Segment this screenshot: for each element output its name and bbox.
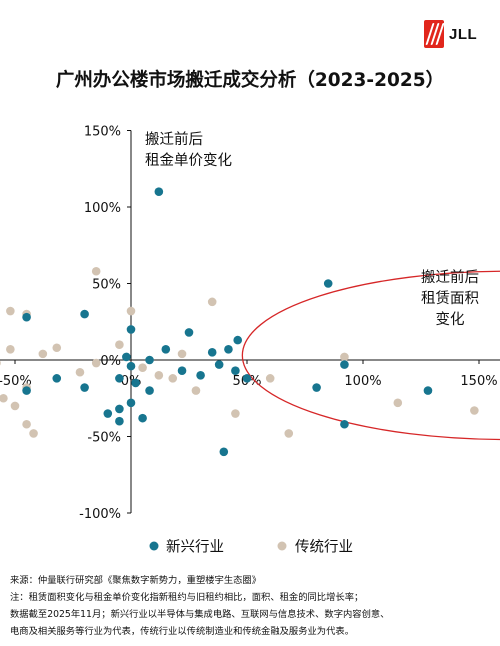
emerging-point <box>145 355 154 365</box>
traditional-point <box>470 406 479 415</box>
legend-marker-traditional <box>277 541 287 551</box>
y-tick-label: 100% <box>84 201 121 216</box>
legend-label-emerging: 新兴行业 <box>166 539 224 556</box>
industry-note: 电商及相关服务等行业为代表，传统行业以传统制造业和传统金融及服务业为代表。 <box>10 626 354 637</box>
emerging-point <box>231 366 240 376</box>
emerging-point <box>242 374 252 383</box>
emerging-point <box>131 378 140 388</box>
emerging-point <box>126 361 136 371</box>
traditional-point <box>115 340 124 349</box>
page-title: 广州办公楼市场搬迁成交分析（2023-2025） <box>55 70 445 91</box>
emerging-point <box>115 416 124 426</box>
jll-logo-mark <box>424 20 444 48</box>
emerging-point <box>224 344 233 354</box>
emerging-point <box>80 309 89 319</box>
traditional-point <box>168 374 178 383</box>
x-axis-label: 搬迁前后租赁面积变化 <box>421 269 479 328</box>
traditional-point <box>126 306 136 316</box>
emerging-point <box>52 374 62 383</box>
traditional-point <box>10 401 20 411</box>
legend-marker-emerging <box>149 541 159 551</box>
y-tick-label: -100% <box>79 507 121 522</box>
traditional-point <box>207 297 217 307</box>
traditional-point <box>75 367 85 377</box>
emerging-point <box>145 386 154 395</box>
traditional-point <box>138 363 147 372</box>
traditional-point <box>0 360 1 366</box>
highlight-ellipse <box>241 270 500 441</box>
data-date-note: 数据截至2025年11月；新兴行业以半导体与集成电路、互联网与信息技术、数字内容… <box>10 609 390 620</box>
traditional-point <box>91 266 101 276</box>
emerging-point <box>22 386 31 395</box>
emerging-point <box>80 383 89 392</box>
traditional-point <box>191 386 201 395</box>
emerging-point <box>177 366 187 376</box>
traditional-point <box>177 349 187 359</box>
traditional-point <box>6 344 15 354</box>
traditional-point <box>340 352 349 362</box>
emerging-point <box>207 348 217 357</box>
emerging-point <box>312 383 321 392</box>
emerging-point <box>423 386 433 395</box>
emerging-point <box>115 404 124 414</box>
emerging-point <box>233 335 243 345</box>
emerging-point <box>219 447 229 457</box>
emerging-point <box>340 360 349 369</box>
traditional-point <box>265 374 275 383</box>
emerging-point <box>161 344 171 354</box>
y-tick-label: 0% <box>100 354 121 369</box>
emerging-point <box>103 409 113 418</box>
y-axis-label: 搬迁前后租金单价变化 <box>145 131 232 169</box>
traditional-point <box>91 358 101 368</box>
emerging-point <box>115 374 124 383</box>
y-tick-label: 150% <box>84 125 121 140</box>
emerging-point <box>154 187 164 196</box>
traditional-point <box>6 306 15 316</box>
jll-logo-text: JLL <box>449 25 478 43</box>
definition-note: 注：租赁面积变化与租金单价变化指新租约与旧租约相比，面积、租金的同比增长率； <box>10 592 364 603</box>
traditional-point <box>52 343 62 353</box>
emerging-point <box>138 413 147 423</box>
traditional-point <box>284 429 294 438</box>
emerging-point <box>196 371 205 380</box>
footnotes: 来源：仲量联行研究部《聚焦数字新势力，重塑楼宇生态圈》 注：租赁面积变化与租金单… <box>10 572 490 640</box>
traditional-point <box>0 393 8 403</box>
source-note: 来源：仲量联行研究部《聚焦数字新势力，重塑楼宇生态圈》 <box>10 575 262 586</box>
emerging-point <box>122 352 131 362</box>
emerging-point <box>126 325 136 334</box>
emerging-point <box>126 398 136 408</box>
emerging-point <box>184 328 194 337</box>
x-tick-label: 150% <box>460 374 497 389</box>
emerging-point <box>214 360 224 369</box>
emerging-point <box>323 279 333 288</box>
jll-logo: JLL <box>424 20 477 48</box>
traditional-point <box>154 371 164 380</box>
traditional-point <box>22 419 31 429</box>
traditional-point <box>393 398 403 408</box>
emerging-point <box>22 312 31 322</box>
traditional-point <box>29 429 38 438</box>
emerging-point <box>340 419 349 429</box>
traditional-point <box>231 409 240 418</box>
traditional-point <box>38 349 48 359</box>
legend-label-traditional: 传统行业 <box>295 539 353 556</box>
y-tick-label: -50% <box>87 431 121 446</box>
scatter-chart: 100%-50%0%50%100%150%200%250%300%-100%-5… <box>0 125 500 556</box>
y-tick-label: 50% <box>92 278 121 293</box>
x-tick-label: 100% <box>344 374 381 389</box>
